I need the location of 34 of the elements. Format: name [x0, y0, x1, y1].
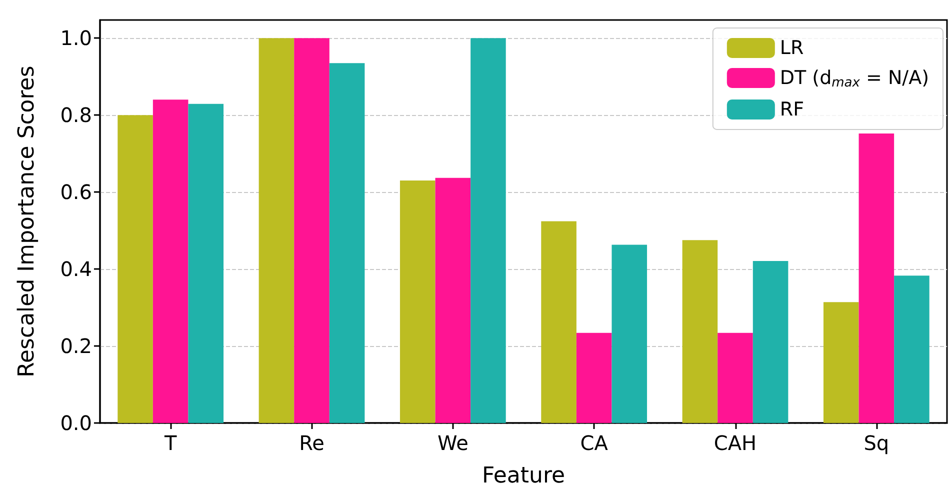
- bar: [858, 134, 894, 423]
- legend-label: RF: [780, 98, 804, 120]
- y-tick-label: 1.0: [60, 26, 92, 50]
- x-tick-label: Sq: [864, 431, 890, 455]
- bar: [682, 240, 718, 423]
- bar: [718, 332, 753, 423]
- bar: [118, 115, 153, 423]
- x-tick-label: CAH: [714, 431, 757, 455]
- bar: [435, 178, 471, 423]
- y-tick-label: 0.0: [60, 411, 92, 435]
- bar: [470, 38, 506, 423]
- bar: [541, 221, 576, 423]
- bar: [258, 38, 294, 423]
- bar: [188, 104, 224, 423]
- bar: [823, 302, 859, 423]
- bar: [329, 63, 365, 423]
- bar: [894, 276, 930, 423]
- x-tick-label: T: [163, 431, 178, 455]
- bar: [612, 244, 648, 423]
- bar: [752, 260, 788, 423]
- x-tick-label: Re: [299, 431, 324, 455]
- y-tick-label: 0.4: [60, 257, 92, 282]
- bar: [294, 38, 330, 423]
- x-axis-title: Feature: [482, 464, 566, 488]
- bar: [400, 180, 436, 423]
- y-tick-label: 0.8: [60, 103, 92, 128]
- bar: [576, 332, 612, 423]
- y-axis-title: Rescaled Importance Scores: [14, 66, 40, 378]
- legend-label: LR: [780, 37, 804, 59]
- y-tick-label: 0.2: [60, 334, 92, 358]
- x-tick-label: CA: [580, 431, 608, 455]
- bar: [152, 100, 188, 423]
- x-tick-label: We: [437, 431, 468, 455]
- y-tick-label: 0.6: [60, 180, 92, 204]
